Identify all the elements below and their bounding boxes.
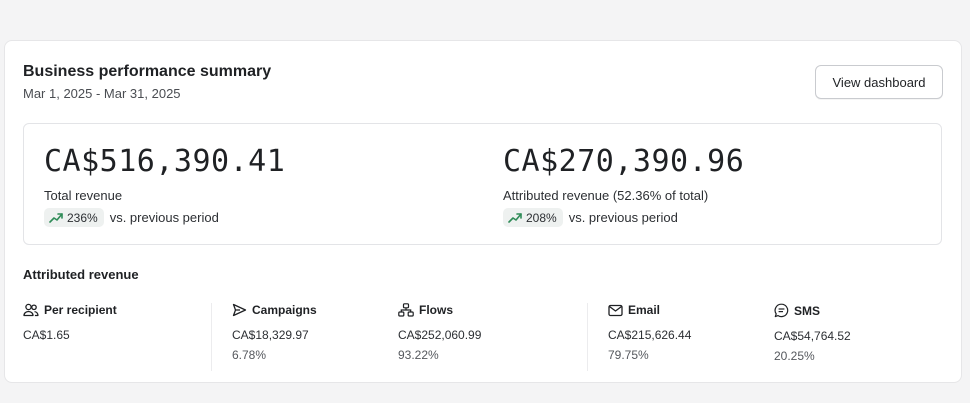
metric-value: CA$215,626.44 xyxy=(608,328,692,342)
trending-up-icon xyxy=(49,212,63,223)
attributed-revenue-heading: Attributed revenue xyxy=(23,267,139,282)
kpi-attributed-revenue: CA$270,390.96 Attributed revenue (52.36%… xyxy=(503,144,744,227)
change-value: 208% xyxy=(526,210,557,225)
kpi-trend: 208% vs. previous period xyxy=(503,208,744,227)
flows-icon xyxy=(398,303,414,317)
kpi-trend: 236% vs. previous period xyxy=(44,208,285,227)
change-badge: 236% xyxy=(44,208,104,227)
metric-value: CA$54,764.52 xyxy=(774,329,851,343)
metric-percent: 79.75% xyxy=(608,348,649,362)
metric-per-recipient: Per recipient CA$1.65 xyxy=(23,303,211,371)
kpi-panel: CA$516,390.41 Total revenue 236% vs. pre… xyxy=(23,123,942,245)
change-value: 236% xyxy=(67,210,98,225)
kpi-value: CA$270,390.96 xyxy=(503,144,745,179)
change-suffix: vs. previous period xyxy=(568,210,678,225)
change-badge: 208% xyxy=(503,208,563,227)
metric-label: Email xyxy=(628,303,661,317)
kpi-value: CA$516,390.41 xyxy=(44,144,286,179)
metric-value: CA$18,329.97 xyxy=(232,328,309,342)
kpi-label: Total revenue xyxy=(44,188,123,203)
business-performance-card: Business performance summary Mar 1, 2025… xyxy=(4,40,962,383)
metric-email: Email CA$215,626.44 79.75% xyxy=(587,303,753,371)
sms-icon xyxy=(774,303,789,318)
kpi-total-revenue: CA$516,390.41 Total revenue 236% vs. pre… xyxy=(44,144,285,227)
view-dashboard-button[interactable]: View dashboard xyxy=(815,65,943,99)
metric-percent: 6.78% xyxy=(232,348,267,362)
metric-flows: Flows CA$252,060.99 93.22% xyxy=(398,303,586,371)
date-range: Mar 1, 2025 - Mar 31, 2025 xyxy=(23,86,181,101)
users-icon xyxy=(23,303,39,317)
metric-sms: SMS CA$54,764.52 20.25% xyxy=(774,303,944,371)
metric-percent: 93.22% xyxy=(398,348,439,362)
send-icon xyxy=(232,303,247,317)
metric-value: CA$252,060.99 xyxy=(398,328,482,342)
mail-icon xyxy=(608,304,623,317)
metric-campaigns: Campaigns CA$18,329.97 6.78% xyxy=(211,303,377,371)
card-title: Business performance summary xyxy=(23,63,272,80)
metric-label: SMS xyxy=(794,303,821,318)
metric-label: Per recipient xyxy=(44,303,117,317)
change-suffix: vs. previous period xyxy=(109,210,219,225)
metric-label: Campaigns xyxy=(252,303,317,317)
trending-up-icon xyxy=(508,212,522,223)
metric-value: CA$1.65 xyxy=(23,328,70,342)
metric-label: Flows xyxy=(419,303,454,317)
metric-percent: 20.25% xyxy=(774,349,815,363)
kpi-label: Attributed revenue (52.36% of total) xyxy=(503,188,709,203)
